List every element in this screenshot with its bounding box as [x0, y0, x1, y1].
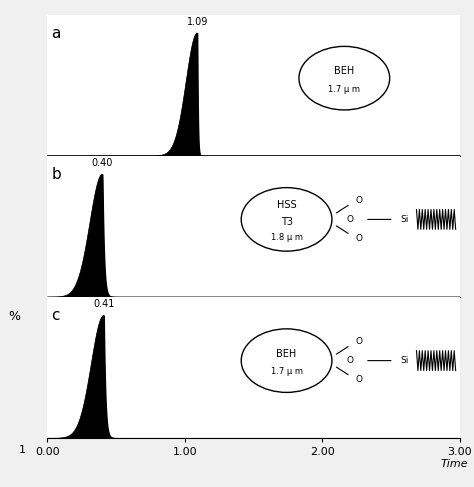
- Text: O: O: [355, 375, 362, 384]
- Text: 1.8 µ m: 1.8 µ m: [271, 233, 302, 242]
- Text: T3: T3: [281, 217, 292, 227]
- Text: O: O: [355, 234, 362, 243]
- Text: O: O: [355, 337, 362, 346]
- Text: 1: 1: [19, 445, 26, 454]
- Text: O: O: [355, 196, 362, 205]
- Text: BEH: BEH: [334, 66, 355, 76]
- Text: BEH: BEH: [276, 349, 297, 358]
- Text: Si: Si: [400, 356, 408, 365]
- Text: a: a: [52, 26, 61, 41]
- Text: c: c: [52, 308, 60, 323]
- Text: O: O: [347, 356, 354, 365]
- Text: %: %: [8, 310, 20, 323]
- Text: 0.41: 0.41: [93, 300, 114, 309]
- Text: b: b: [52, 167, 61, 182]
- Text: 0.40: 0.40: [91, 158, 113, 168]
- Text: 1.7 µ m: 1.7 µ m: [271, 367, 302, 376]
- Text: Time: Time: [440, 459, 468, 468]
- Text: 1.7 µ m: 1.7 µ m: [328, 85, 360, 94]
- Text: Si: Si: [400, 215, 408, 224]
- Text: 1.09: 1.09: [187, 17, 208, 27]
- Text: HSS: HSS: [277, 200, 296, 210]
- Text: O: O: [347, 215, 354, 224]
